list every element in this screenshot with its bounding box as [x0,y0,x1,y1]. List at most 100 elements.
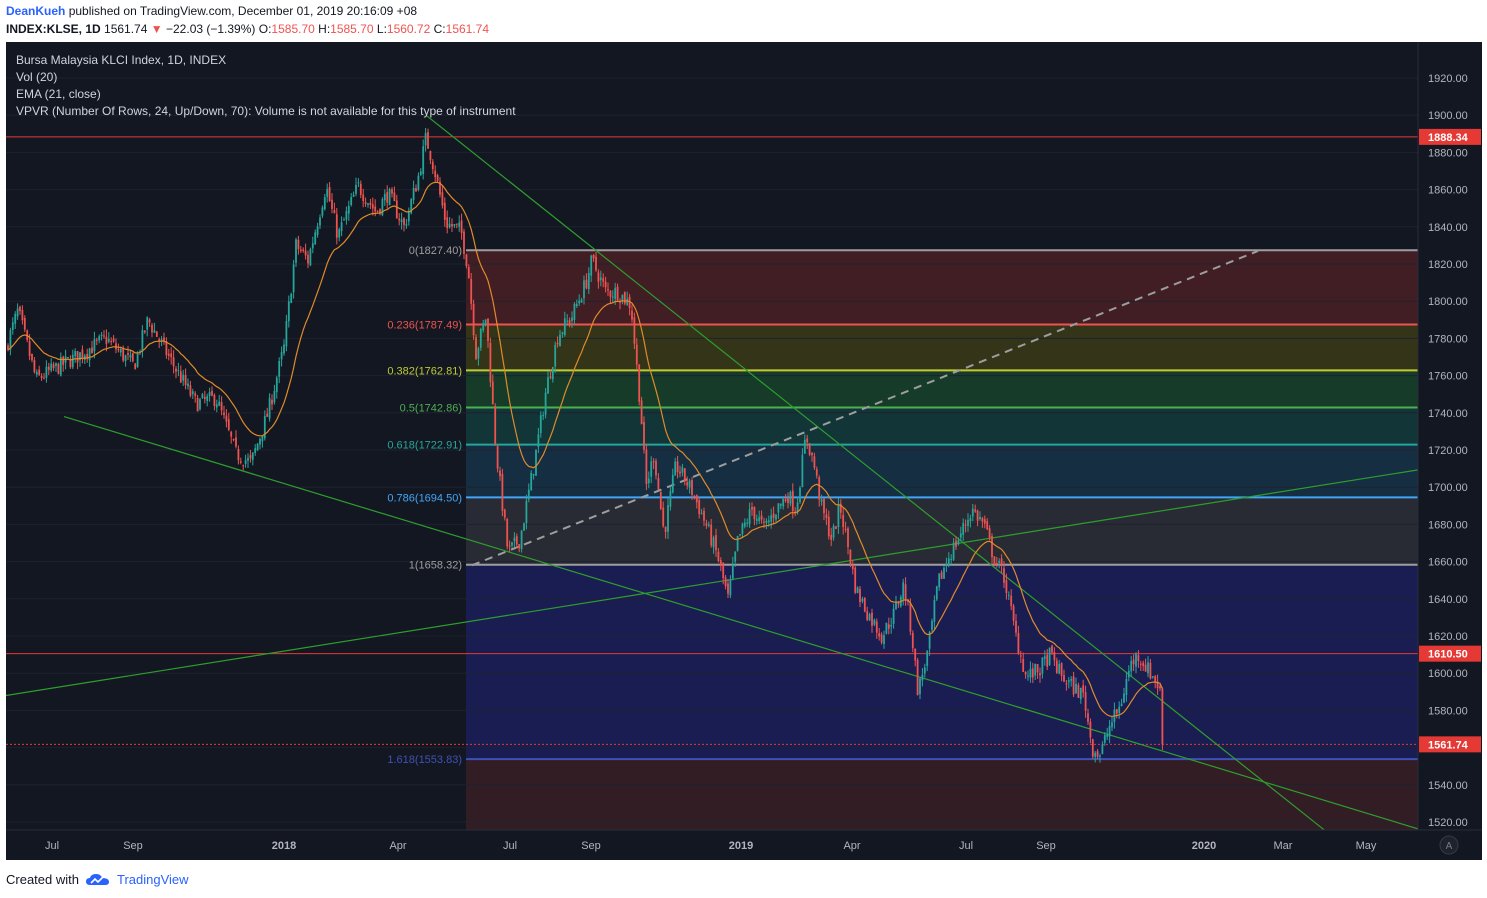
candle-body [513,537,516,542]
candle-body [676,461,679,472]
candle-body [916,659,919,696]
candle-body [103,335,105,337]
candle-body [1111,722,1113,728]
candle-body [148,319,151,323]
open-value: 1585.70 [271,22,315,36]
candle-body [400,219,403,223]
candle-body [127,352,129,355]
candle-body [537,434,540,447]
time-tick: 2018 [272,840,296,852]
candle-body [940,572,943,579]
candle-body [1015,620,1017,633]
candle-body [9,330,12,350]
candle-body [532,474,535,476]
candle-body [719,560,722,566]
candle-body [338,229,341,238]
candle-body [1115,709,1118,714]
candle-body [335,214,338,238]
candle-body [887,624,890,629]
price-tick: 1740.00 [1428,408,1468,420]
candle-body [777,503,780,513]
price-tick: 1880.00 [1428,147,1468,159]
candle-body [391,189,393,194]
candle-body [43,377,45,379]
candle-body [170,353,173,358]
candle-body [326,189,329,197]
candle-body [136,352,139,367]
candle-body [220,402,223,411]
candle-body [571,317,573,321]
symbol-label: INDEX:KLSE, 1D [6,22,101,36]
candle-body [791,490,794,512]
candle-body [455,223,458,225]
price-tick: 1860.00 [1428,185,1468,197]
candle-body [314,232,317,245]
candle-body [95,339,98,341]
candle-body [98,336,101,341]
candle-body [129,355,132,358]
open-label: O: [258,22,272,36]
candle-body [244,460,247,464]
candle-body [544,392,547,415]
candle-body [110,341,113,343]
candle-body [779,503,782,506]
candle-body [367,203,369,205]
candle-body [587,273,590,290]
legend-title: Bursa Malaysia KLCI Index, 1D, INDEX [16,53,226,67]
price-tick: 1640.00 [1428,594,1468,606]
candle-body [1036,664,1039,673]
author-link[interactable]: DeanKueh [6,4,66,18]
candle-body [640,400,643,425]
price-axis: 1520.001540.001560.001580.001600.001620.… [1417,42,1482,860]
fib-label: 0(1827.40) [409,245,462,257]
candle-body [266,413,269,417]
candle-body [909,603,912,632]
candle-body [611,296,614,298]
candle-body [667,505,669,532]
candle-body [453,224,456,226]
close-label: C: [433,22,446,36]
candle-body [31,353,33,361]
candle-body [199,399,201,410]
candle-body [736,535,739,551]
candle-body [1022,659,1025,673]
price-label: 1888.34 [1428,132,1469,144]
candle-body [295,239,297,263]
candle-body [986,521,989,530]
candle-body [74,351,77,357]
time-tick: Jul [45,840,59,852]
candle-body [523,523,525,531]
candle-body [1079,687,1082,700]
candle-body [352,194,355,197]
candle-body [861,598,864,602]
candle-body [727,583,729,594]
candle-body [815,469,818,476]
candle-body [232,439,235,441]
tradingview-link[interactable]: TradingView [116,872,189,887]
candle-body [844,528,847,530]
candle-body [239,461,242,463]
candle-body [760,515,763,520]
candle-body [784,499,787,501]
price-label-box [1419,645,1481,662]
price-chart[interactable]: 0(1827.40) 0.236(1787.49) 0.382(1762.81) 0.… [5,42,1482,860]
candle-body [650,461,653,477]
fib-band [466,444,1418,498]
candle-body [1046,654,1049,667]
candle-body [463,231,465,254]
candle-body [436,175,439,181]
candle-body [14,313,17,324]
candle-body [554,344,557,367]
candle-body [645,449,648,484]
price-tick: 1840.00 [1428,222,1468,234]
chart-frame[interactable]: 0(1827.40) 0.236(1787.49) 0.382(1762.81) 0.… [5,42,1482,860]
candle-body [1089,721,1092,738]
time-tick: Apr [843,840,860,852]
publish-text: published on TradingView.com, December 0… [68,4,418,18]
candle-body [177,369,180,371]
candle-body [559,334,561,346]
candle-body [969,518,972,522]
time-tick: Jul [959,840,973,852]
candle-body [1091,739,1094,757]
candle-body [938,573,941,588]
